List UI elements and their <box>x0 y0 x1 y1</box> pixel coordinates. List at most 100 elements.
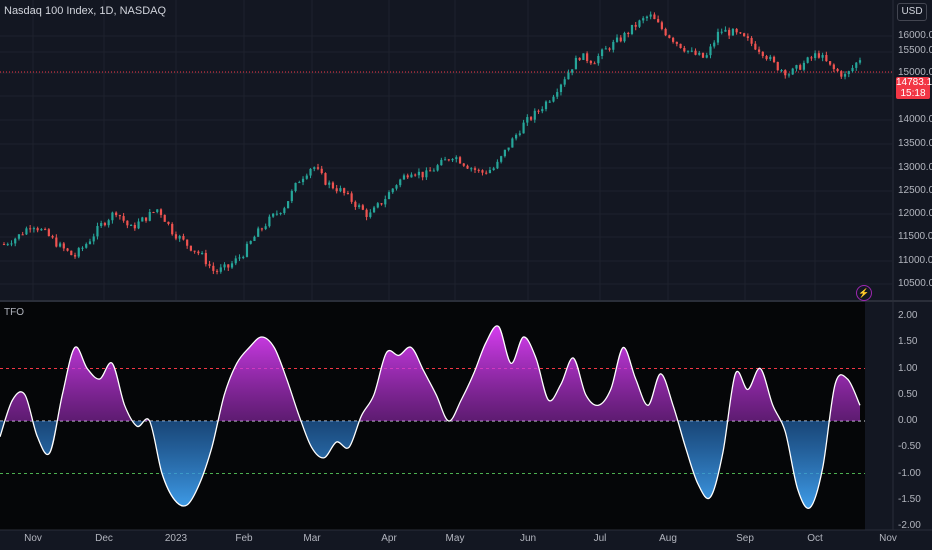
candle-body <box>589 60 592 64</box>
candle-body <box>772 56 776 63</box>
time-tick: Nov <box>24 533 42 544</box>
candle-body <box>548 101 551 103</box>
candle-body <box>851 67 854 72</box>
candle-body <box>376 203 379 208</box>
osc-tick: -2.00 <box>898 520 921 531</box>
time-tick: Nov <box>879 533 897 544</box>
candle-body <box>249 240 252 244</box>
candle-body <box>384 199 387 205</box>
time-tick: Aug <box>659 533 677 544</box>
candle-body <box>163 214 166 222</box>
candle-body <box>821 55 824 58</box>
oscillator-positive-area <box>0 325 860 421</box>
osc-tick: -1.00 <box>898 468 921 479</box>
candle-body <box>492 168 495 171</box>
candle-body <box>440 159 443 166</box>
osc-tick: 2.00 <box>898 310 918 321</box>
candle-body <box>178 236 181 239</box>
candle-body <box>615 37 619 42</box>
candle-body <box>148 212 151 221</box>
candle-body <box>649 14 652 17</box>
candle-body <box>313 167 316 169</box>
candle-body <box>197 251 200 254</box>
candle-body <box>17 234 21 239</box>
candle-body <box>260 228 264 230</box>
candle-body <box>466 165 469 169</box>
candle-body <box>32 228 36 230</box>
candle-body <box>724 29 727 32</box>
candle-body <box>447 159 450 161</box>
candle-body <box>324 173 327 185</box>
candle-body <box>559 84 563 93</box>
candle-body <box>765 56 768 60</box>
currency-button[interactable]: USD <box>897 3 927 21</box>
candle-body <box>171 223 174 235</box>
candle-body <box>780 70 783 72</box>
main-pane-background <box>0 0 893 300</box>
candle-body <box>806 57 809 63</box>
candle-body <box>814 53 817 59</box>
candle-body <box>350 193 353 202</box>
candle-body <box>391 188 394 193</box>
price-tick: 15000.00 <box>898 67 932 78</box>
candle-body <box>556 92 559 97</box>
candle-body <box>694 50 697 55</box>
symbol-title[interactable]: Nasdaq 100 Index, 1D, NASDAQ <box>4 5 167 17</box>
candle-body <box>627 32 630 35</box>
candle-body <box>21 234 24 236</box>
candle-body <box>107 220 110 226</box>
indicator-name[interactable]: TFO <box>4 307 24 318</box>
candle-body <box>642 18 645 21</box>
candle-body <box>455 157 458 160</box>
candle-body <box>799 65 802 70</box>
candle-body <box>709 46 712 56</box>
candle-body <box>279 212 282 214</box>
candle-body <box>593 63 596 65</box>
candle-body <box>6 244 9 246</box>
candle-body <box>159 209 163 215</box>
osc-tick: -1.50 <box>898 494 921 505</box>
candle-body <box>451 159 454 161</box>
candle-body <box>201 253 204 255</box>
lightning-icon[interactable]: ⚡ <box>856 285 872 301</box>
candle-body <box>25 228 28 235</box>
candle-body <box>40 229 43 231</box>
oscillator-line <box>0 325 861 509</box>
time-tick: Jul <box>593 533 607 544</box>
candle-body <box>272 213 275 217</box>
candlestick-series <box>2 11 862 275</box>
candle-body <box>223 264 226 268</box>
candle-body <box>705 55 708 58</box>
candle-body <box>103 223 107 226</box>
candle-body <box>731 28 735 36</box>
price-tick: 11500.00 <box>898 231 932 242</box>
candle-body <box>443 159 447 161</box>
osc-tick: 1.00 <box>898 363 918 374</box>
candle-body <box>402 175 406 180</box>
candle-body <box>129 225 133 227</box>
candle-body <box>335 188 338 192</box>
candle-body <box>414 174 417 176</box>
candle-body <box>608 48 611 50</box>
candle-body <box>817 53 820 58</box>
candle-body <box>275 213 278 215</box>
candle-body <box>365 209 368 217</box>
candle-body <box>720 31 723 33</box>
candle-body <box>507 147 510 150</box>
candle-body <box>358 205 361 207</box>
candle-body <box>690 50 693 52</box>
candle-body <box>686 50 690 52</box>
candle-body <box>36 228 39 231</box>
candle-body <box>406 175 409 178</box>
time-tick: Jun <box>519 533 537 544</box>
candle-body <box>298 182 301 184</box>
price-tick: 11000.00 <box>898 255 932 266</box>
candle-body <box>541 109 544 112</box>
candle-body <box>133 225 136 229</box>
candle-body <box>698 52 701 55</box>
candle-body <box>305 175 308 179</box>
candle-body <box>537 110 540 112</box>
candle-body <box>387 192 391 200</box>
candle-body <box>855 62 858 68</box>
